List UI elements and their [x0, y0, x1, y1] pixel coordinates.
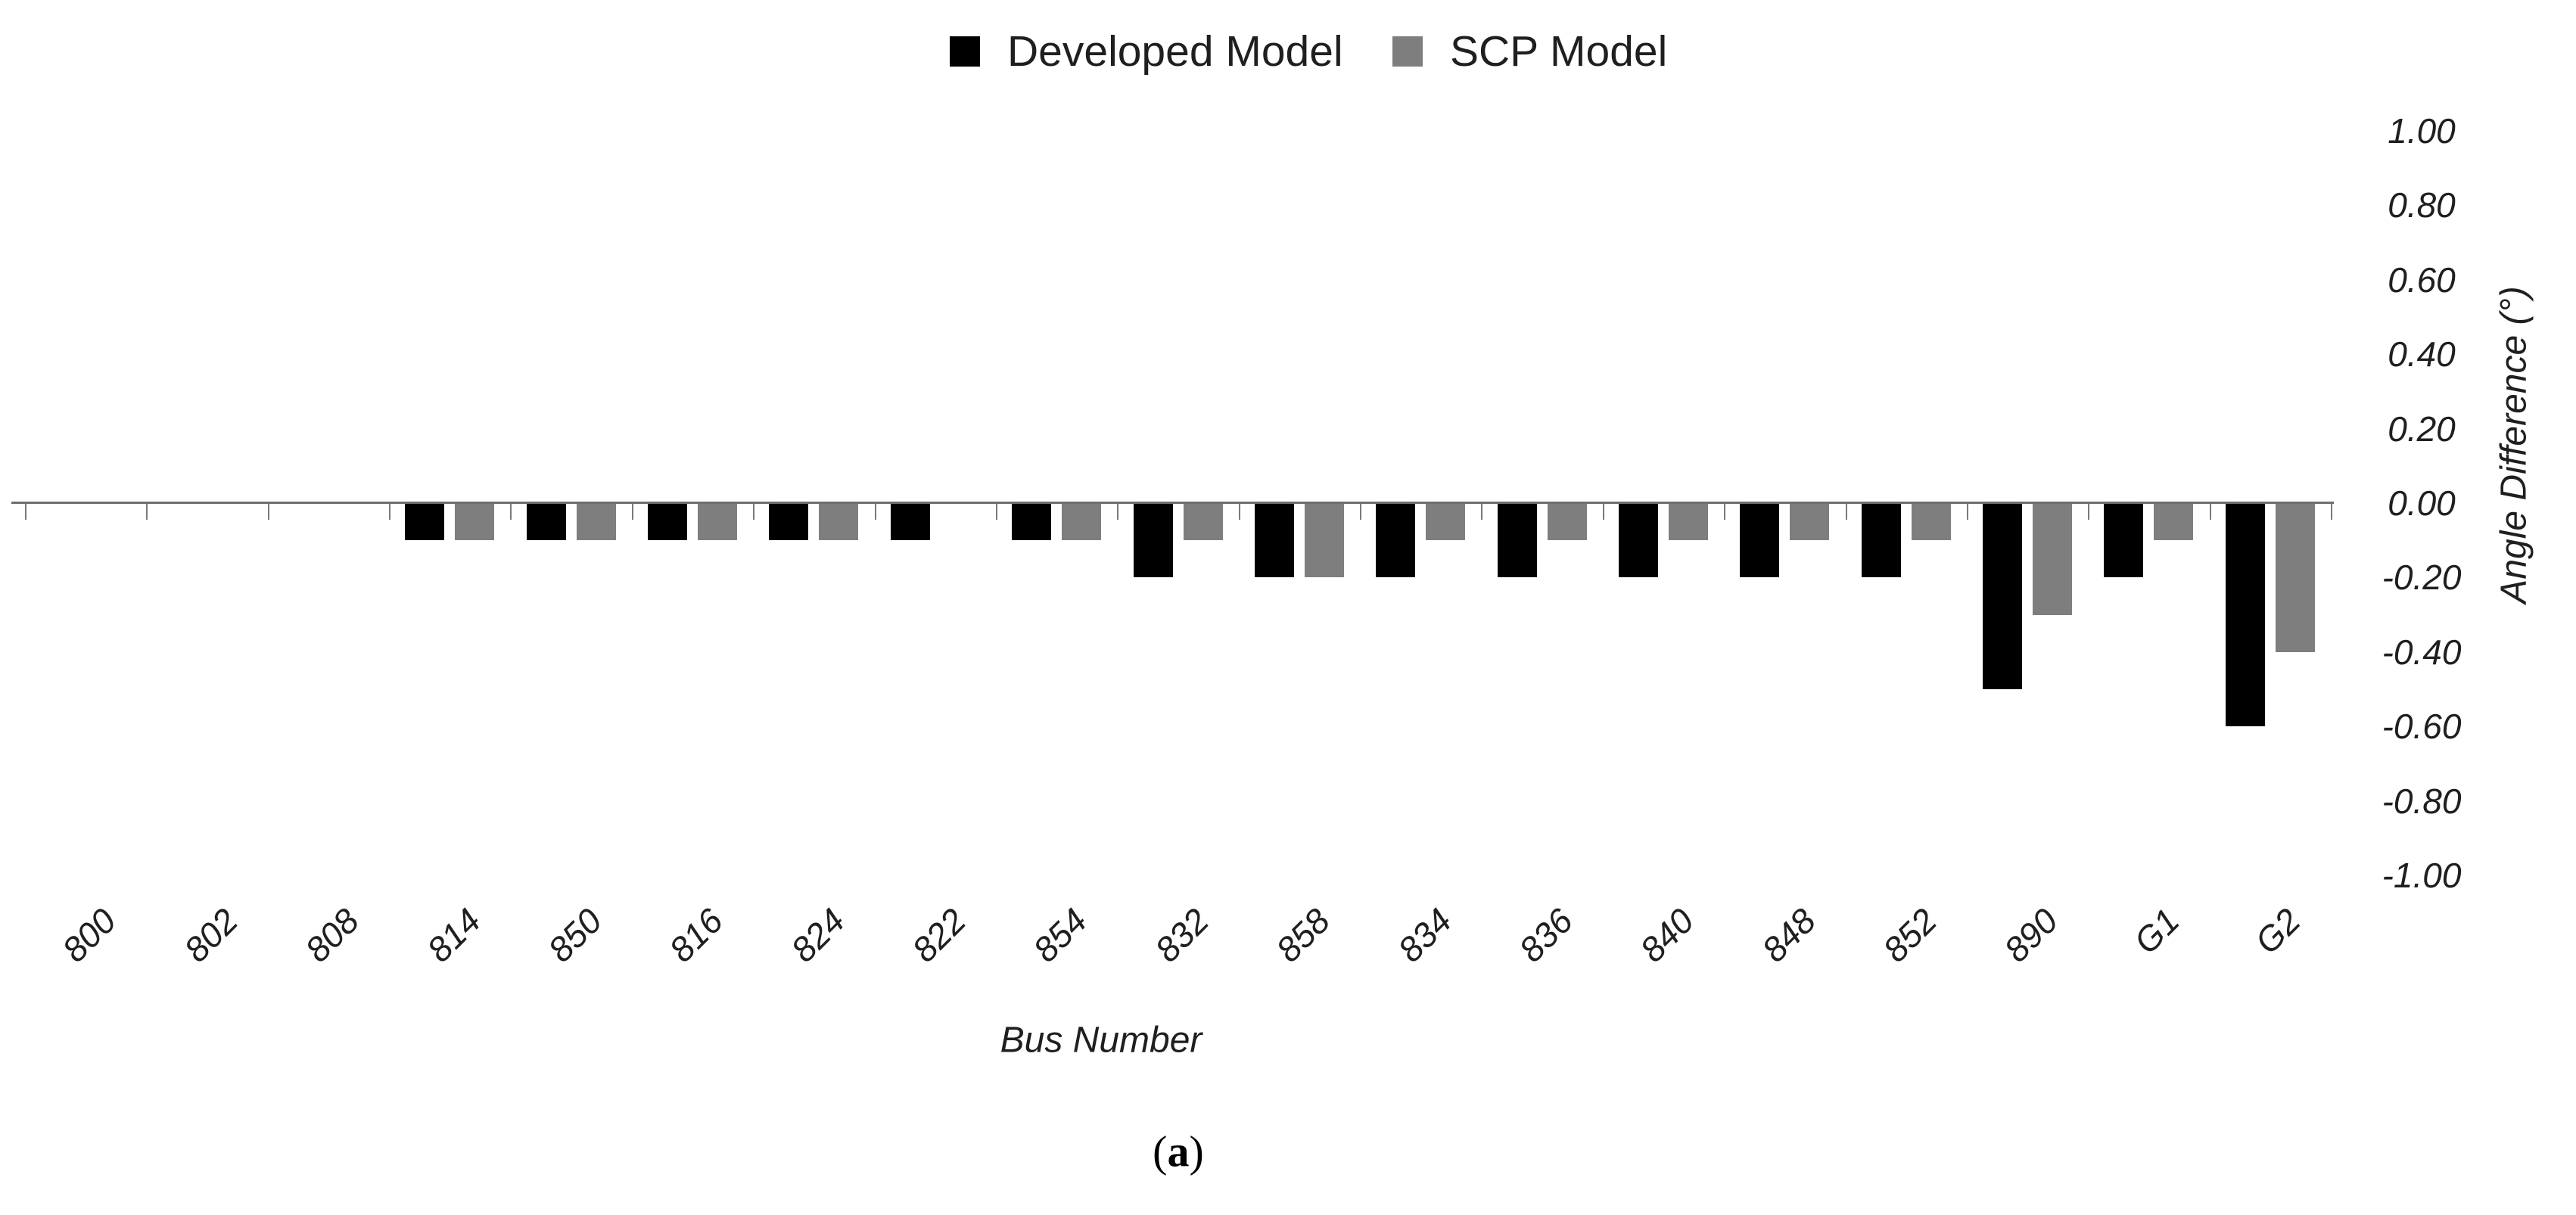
y-tick-label: -0.60 [2382, 707, 2462, 747]
bar-developed-model-G1 [2104, 503, 2144, 578]
bar-scp-model-814 [455, 503, 495, 541]
x-axis-tick [1360, 503, 1362, 520]
x-axis-tick [995, 503, 997, 520]
bar-scp-model-890 [2033, 503, 2073, 615]
y-tick-label: 0.40 [2388, 334, 2456, 374]
y-tick-label: 0.20 [2388, 409, 2456, 449]
x-axis-tick [1481, 503, 1483, 520]
bar-developed-model-890 [1983, 503, 2023, 689]
figure-caption: (a) [1153, 1126, 1204, 1177]
x-axis-tick [631, 503, 633, 520]
legend-item-developed-model: Developed Model [950, 27, 1343, 76]
x-tick-label: 840 [1632, 900, 1702, 970]
x-tick-label: 848 [1753, 900, 1823, 970]
x-tick-label: G2 [2248, 900, 2309, 962]
x-axis-tick [2088, 503, 2090, 520]
x-tick-label: G1 [2126, 900, 2187, 962]
y-axis-title: Angle Difference (°) [2494, 286, 2534, 604]
x-tick-label: 802 [176, 900, 245, 970]
y-tick-label: 0.60 [2388, 259, 2456, 300]
bar-developed-model-814 [405, 503, 445, 541]
x-axis-tick [2209, 503, 2211, 520]
x-tick-label: 816 [661, 900, 731, 970]
x-tick-label: 858 [1268, 900, 1338, 970]
x-tick-label: 890 [1996, 900, 2066, 970]
y-tick-label: -1.00 [2382, 856, 2462, 895]
caption-paren-open: ( [1153, 1126, 1168, 1176]
caption-paren-close: ) [1189, 1126, 1204, 1176]
bar-developed-model-854 [1012, 503, 1052, 541]
x-axis-tick [1602, 503, 1604, 520]
bar-developed-model-852 [1861, 503, 1901, 578]
x-axis-tick [1117, 503, 1119, 520]
bar-developed-model-858 [1254, 503, 1294, 578]
x-axis-title: Bus Number [1000, 1020, 1202, 1061]
bar-scp-model-836 [1547, 503, 1587, 541]
x-axis-tick [510, 503, 512, 520]
x-axis-tick [2331, 503, 2333, 520]
x-axis-tick [389, 503, 391, 520]
bar-developed-model-850 [526, 503, 566, 541]
y-tick-label: 0.80 [2388, 185, 2456, 225]
bar-developed-model-G2 [2225, 503, 2265, 727]
x-axis-tick [1724, 503, 1726, 520]
bar-scp-model-G1 [2154, 503, 2194, 541]
bar-scp-model-840 [1668, 503, 1708, 541]
bar-scp-model-858 [1304, 503, 1344, 578]
x-tick-label: 822 [904, 900, 974, 970]
bar-scp-model-848 [1790, 503, 1830, 541]
bar-developed-model-848 [1740, 503, 1780, 578]
x-axis-tick [146, 503, 148, 520]
x-tick-label: 834 [1389, 900, 1459, 970]
x-axis-tick [874, 503, 876, 520]
x-tick-label: 800 [54, 900, 124, 970]
legend-label-scp-model: SCP Model [1450, 27, 1668, 76]
legend-swatch-developed-model [950, 36, 980, 67]
x-axis-line [11, 502, 2335, 504]
bar-developed-model-840 [1618, 503, 1658, 578]
bar-developed-model-832 [1133, 503, 1173, 578]
y-tick-label: -0.40 [2382, 632, 2462, 672]
bar-developed-model-824 [769, 503, 809, 541]
bar-scp-model-G2 [2275, 503, 2315, 652]
bar-scp-model-854 [1062, 503, 1102, 541]
x-axis-tick [1966, 503, 1968, 520]
bar-developed-model-834 [1376, 503, 1416, 578]
x-tick-label: 824 [782, 900, 852, 970]
x-tick-label: 814 [418, 900, 488, 970]
y-tick-label: 1.00 [2388, 111, 2456, 151]
bar-scp-model-816 [698, 503, 738, 541]
x-tick-label: 808 [297, 900, 367, 970]
bar-scp-model-852 [1911, 503, 1951, 541]
caption-letter: a [1167, 1126, 1190, 1176]
legend-swatch-scp-model [1392, 36, 1423, 67]
bar-developed-model-816 [648, 503, 688, 541]
legend-label-developed-model: Developed Model [1007, 27, 1343, 76]
x-axis-tick [25, 503, 26, 520]
bar-scp-model-832 [1183, 503, 1223, 541]
x-axis-tick [1238, 503, 1240, 520]
x-tick-label: 836 [1510, 900, 1580, 970]
y-tick-label: -0.80 [2382, 781, 2462, 821]
x-tick-label: 854 [1025, 900, 1095, 970]
legend-item-scp-model: SCP Model [1392, 27, 1668, 76]
bar-developed-model-836 [1497, 503, 1537, 578]
y-tick-label: 0.00 [2388, 483, 2456, 523]
x-axis-tick [1845, 503, 1847, 520]
x-axis-tick [753, 503, 755, 520]
bar-scp-model-834 [1426, 503, 1466, 541]
bar-scp-model-824 [819, 503, 859, 541]
x-tick-label: 852 [1875, 900, 1945, 970]
bar-developed-model-822 [890, 503, 930, 541]
bar-scp-model-850 [576, 503, 616, 541]
x-tick-label: 832 [1146, 900, 1216, 970]
x-tick-label: 850 [540, 900, 610, 970]
x-axis-tick [267, 503, 269, 520]
y-tick-label: -0.20 [2382, 558, 2462, 598]
